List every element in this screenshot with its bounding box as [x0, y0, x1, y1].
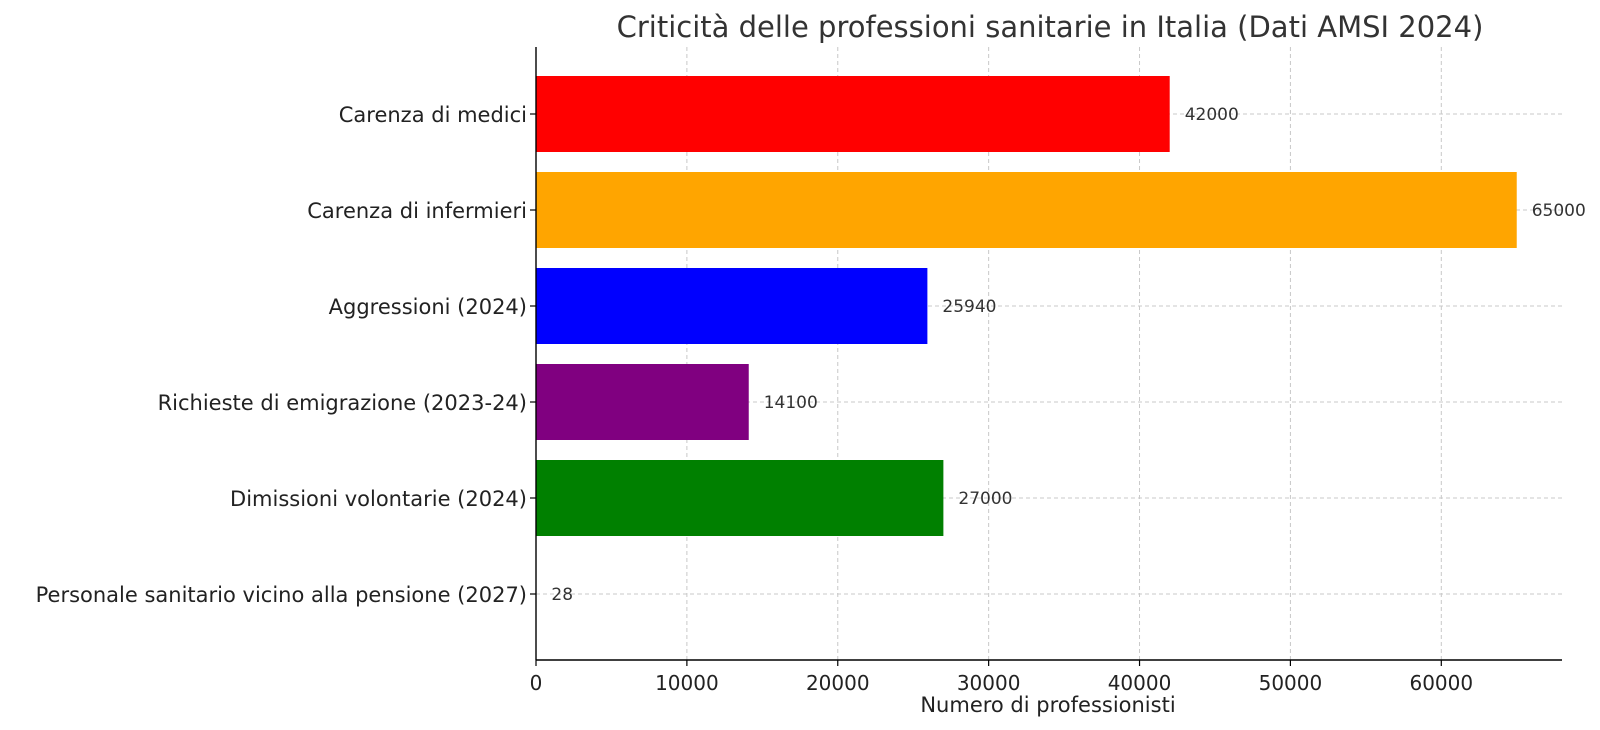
x-tick-label: 20000	[806, 671, 870, 695]
bar	[536, 364, 749, 440]
x-tick-label: 40000	[1108, 671, 1172, 695]
category-label: Carenza di infermieri	[307, 199, 527, 223]
bar	[536, 76, 1170, 152]
bar	[536, 172, 1517, 248]
x-tick-label: 50000	[1259, 671, 1323, 695]
x-tick-label: 30000	[957, 671, 1021, 695]
bar-value-label: 28	[551, 585, 573, 605]
bars	[536, 76, 1517, 632]
bar-value-label: 65000	[1532, 201, 1586, 221]
bar	[536, 460, 944, 536]
bar-value-label: 25940	[942, 297, 996, 317]
bar-value-label: 14100	[764, 393, 818, 413]
category-label: Richieste di emigrazione (2023-24)	[158, 391, 527, 415]
bar-value-label: 27000	[958, 489, 1012, 509]
category-label: Dimissioni volontarie (2024)	[230, 487, 527, 511]
x-tick-label: 10000	[655, 671, 719, 695]
axes	[530, 47, 1562, 666]
x-tick-label: 60000	[1409, 671, 1473, 695]
x-tick-label: 0	[530, 671, 543, 695]
category-label: Personale sanitario vicino alla pensione…	[36, 583, 527, 607]
x-axis-label: Numero di professionisti	[920, 693, 1175, 717]
chart-title: Criticità delle professioni sanitarie in…	[617, 10, 1484, 44]
bar-value-label: 42000	[1185, 105, 1239, 125]
category-label: Carenza di medici	[339, 103, 527, 127]
labels: 0 10000 20000 30000 40000 50000 60000 Carenza d…	[36, 103, 1586, 695]
bar	[536, 268, 928, 344]
category-label: Aggressioni (2024)	[329, 295, 527, 319]
